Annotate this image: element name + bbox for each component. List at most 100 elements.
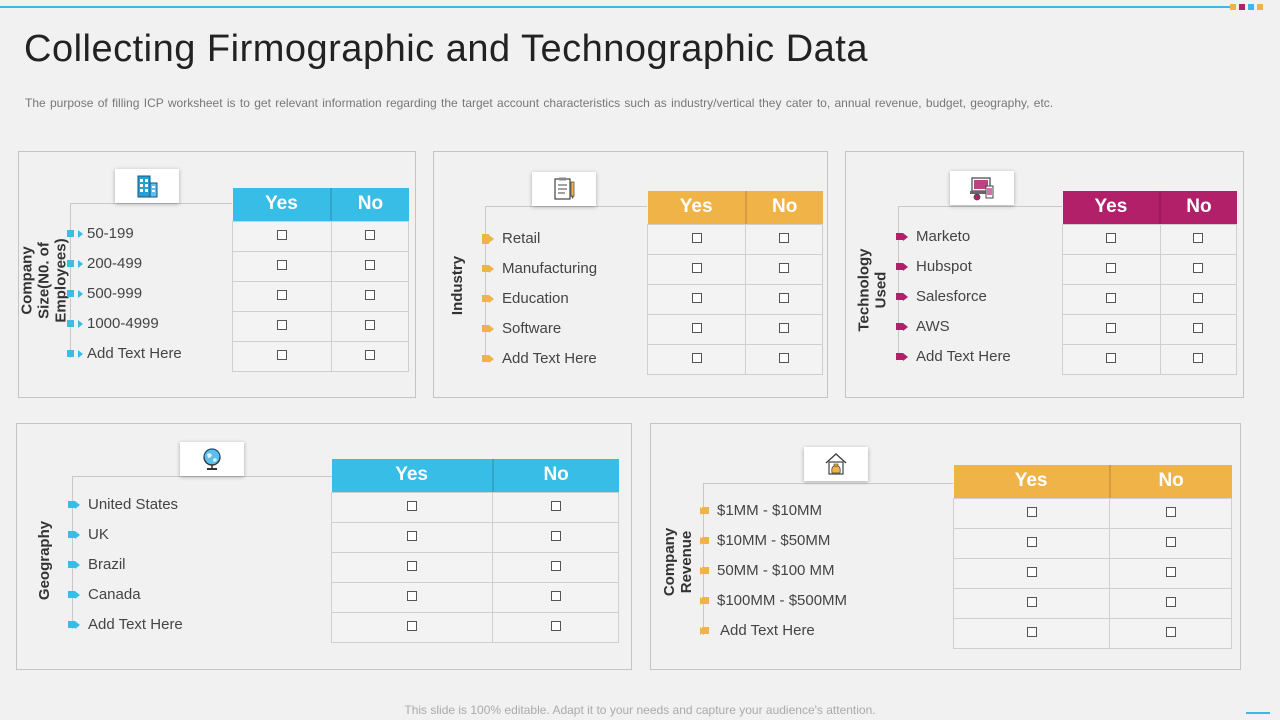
- yes-checkbox[interactable]: [1026, 627, 1037, 637]
- no-checkbox[interactable]: [1165, 567, 1176, 577]
- list-item: 1000-4999: [67, 315, 159, 332]
- table-row: [1062, 223, 1238, 255]
- yes-checkbox[interactable]: [1026, 507, 1037, 517]
- no-checkbox[interactable]: [364, 230, 375, 240]
- yes-checkbox[interactable]: [276, 350, 287, 360]
- company-size-label: Company Size(N0. of Employees): [18, 237, 70, 323]
- geography-label: Geography: [36, 520, 54, 600]
- top-accent-line: [0, 6, 1230, 8]
- no-checkbox[interactable]: [1165, 537, 1176, 547]
- yes-checkbox[interactable]: [1106, 323, 1117, 333]
- table-row: [232, 340, 410, 372]
- list-item: Marketo: [896, 228, 970, 245]
- no-checkbox[interactable]: [1193, 323, 1204, 333]
- yes-checkbox[interactable]: [1026, 597, 1037, 607]
- table-row: [232, 220, 410, 252]
- no-checkbox[interactable]: [1165, 627, 1176, 637]
- no-checkbox[interactable]: [550, 501, 561, 511]
- yes-checkbox[interactable]: [407, 561, 418, 571]
- no-checkbox[interactable]: [364, 320, 375, 330]
- yes-header: Yes: [395, 464, 428, 486]
- no-checkbox[interactable]: [364, 290, 375, 300]
- list-item: Add Text Here: [68, 616, 183, 633]
- yes-checkbox[interactable]: [1026, 537, 1037, 547]
- yes-checkbox[interactable]: [276, 230, 287, 240]
- table-row: [1062, 313, 1238, 345]
- yes-checkbox[interactable]: [407, 591, 418, 601]
- accent-square: [1257, 4, 1263, 10]
- list-item: Hubspot: [896, 258, 972, 275]
- no-checkbox[interactable]: [779, 353, 790, 363]
- list-item: 50MM - $100 MM: [700, 562, 835, 579]
- table-row: [952, 617, 1232, 649]
- yes-checkbox[interactable]: [1106, 263, 1117, 273]
- no-header: No: [1159, 191, 1237, 224]
- list-item: Brazil: [68, 556, 126, 573]
- technology-table: Yes No: [1062, 191, 1238, 375]
- table-row: [952, 497, 1232, 529]
- table-row: [232, 280, 410, 312]
- no-checkbox[interactable]: [779, 263, 790, 273]
- revenue-label: Company Revenue: [661, 527, 695, 597]
- no-header: No: [491, 459, 619, 492]
- money-bag-icon: [804, 447, 868, 481]
- no-checkbox[interactable]: [364, 260, 375, 270]
- yes-checkbox[interactable]: [691, 293, 702, 303]
- list-item: Add Text Here: [700, 622, 815, 639]
- building-icon: [115, 169, 179, 203]
- yes-checkbox[interactable]: [691, 233, 702, 243]
- list-item: 50-199: [67, 225, 134, 242]
- list-item: Add Text Here: [67, 345, 182, 362]
- no-checkbox[interactable]: [779, 293, 790, 303]
- yes-checkbox[interactable]: [691, 323, 702, 333]
- bottom-accent-line: [1246, 712, 1270, 714]
- industry-label: Industry: [449, 255, 467, 315]
- list-item: AWS: [896, 318, 950, 335]
- no-header: No: [1108, 465, 1232, 498]
- no-checkbox[interactable]: [1165, 597, 1176, 607]
- globe-icon: [180, 442, 244, 476]
- table-row: [646, 343, 823, 375]
- yes-checkbox[interactable]: [276, 320, 287, 330]
- geography-table: Yes No: [330, 459, 619, 643]
- industry-panel: [433, 151, 828, 398]
- yes-checkbox[interactable]: [276, 290, 287, 300]
- yes-checkbox[interactable]: [1106, 293, 1117, 303]
- table-row: [1062, 343, 1238, 375]
- yes-checkbox[interactable]: [407, 531, 418, 541]
- revenue-panel: [650, 423, 1241, 670]
- table-row: [1062, 253, 1238, 285]
- yes-checkbox[interactable]: [1106, 353, 1117, 363]
- yes-checkbox[interactable]: [1106, 233, 1117, 243]
- yes-checkbox[interactable]: [1026, 567, 1037, 577]
- list-item: Software: [482, 320, 561, 337]
- table-row: [1062, 283, 1238, 315]
- no-checkbox[interactable]: [550, 531, 561, 541]
- no-checkbox[interactable]: [550, 561, 561, 571]
- no-checkbox[interactable]: [550, 621, 561, 631]
- no-checkbox[interactable]: [1193, 293, 1204, 303]
- yes-checkbox[interactable]: [276, 260, 287, 270]
- no-checkbox[interactable]: [779, 233, 790, 243]
- no-checkbox[interactable]: [1165, 507, 1176, 517]
- no-checkbox[interactable]: [550, 591, 561, 601]
- yes-checkbox[interactable]: [407, 501, 418, 511]
- table-row: [232, 250, 410, 282]
- yes-checkbox[interactable]: [407, 621, 418, 631]
- list-item: $10MM - $50MM: [700, 532, 830, 549]
- technology-panel: [845, 151, 1244, 398]
- list-item: $100MM - $500MM: [700, 592, 847, 609]
- list-item: Add Text Here: [896, 348, 1011, 365]
- table-row: [330, 491, 619, 523]
- industry-table: Yes No: [646, 191, 823, 375]
- yes-checkbox[interactable]: [691, 263, 702, 273]
- list-item: Add Text Here: [482, 350, 597, 367]
- no-checkbox[interactable]: [364, 350, 375, 360]
- yes-header: Yes: [265, 193, 298, 215]
- no-checkbox[interactable]: [779, 323, 790, 333]
- yes-checkbox[interactable]: [691, 353, 702, 363]
- no-checkbox[interactable]: [1193, 353, 1204, 363]
- table-row: [952, 527, 1232, 559]
- no-checkbox[interactable]: [1193, 263, 1204, 273]
- no-checkbox[interactable]: [1193, 233, 1204, 243]
